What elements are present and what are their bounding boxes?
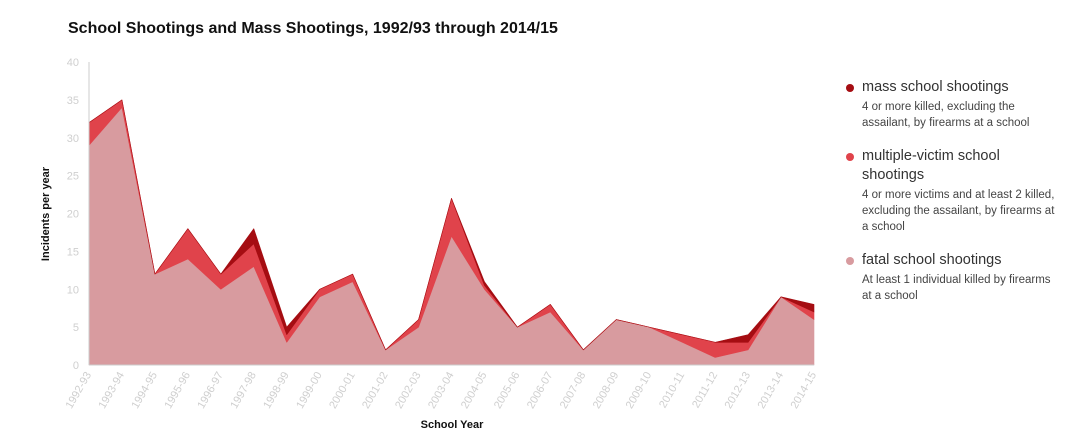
x-tick-label: 2006-07 (525, 370, 556, 411)
legend-item-multiple: multiple-victim school shootings 4 or mo… (846, 147, 1056, 235)
legend-desc-multiple: 4 or more victims and at least 2 killed,… (862, 189, 1055, 233)
x-tick-label: 2005-06 (492, 370, 523, 411)
y-tick-label: 40 (67, 57, 79, 69)
legend-dot-mass (846, 84, 854, 92)
y-tick-label: 5 (73, 322, 79, 334)
x-tick-label: 2003-04 (426, 370, 457, 411)
y-tick-label: 30 (67, 133, 79, 145)
x-axis-label: School Year (421, 419, 484, 431)
x-tick-label: 1992-93 (64, 370, 95, 411)
legend-desc-mass: 4 or more killed, excluding the assailan… (862, 101, 1030, 129)
legend-item-fatal: fatal school shootings At least 1 indivi… (846, 251, 1056, 304)
x-tick-label: 2010-11 (657, 370, 687, 410)
x-tick-label: 2004-05 (459, 370, 490, 411)
x-tick-label: 1994-95 (129, 370, 160, 411)
legend-label-multiple: multiple-victim school shootings (862, 148, 1000, 183)
y-tick-label: 20 (67, 209, 79, 221)
legend-item-mass: mass school shootings 4 or more killed, … (846, 78, 1056, 131)
x-tick-label: 1999-00 (294, 370, 325, 411)
y-tick-label: 10 (67, 284, 79, 296)
x-tick-label: 2014-15 (789, 370, 820, 411)
y-tick-label: 0 (73, 360, 79, 372)
x-tick-label: 2009-10 (624, 370, 655, 411)
stacked-area-layers (88, 99, 815, 366)
legend-dot-multiple (846, 153, 854, 161)
x-tick-label: 2013-14 (756, 370, 787, 411)
x-tick-label: 1995-96 (162, 370, 193, 411)
legend-label-mass: mass school shootings (862, 79, 1009, 95)
x-tick-label: 2000-01 (327, 370, 358, 411)
x-tick-label: 1996-97 (195, 370, 226, 411)
legend-label-fatal: fatal school shootings (862, 252, 1002, 268)
x-tick-label: 2007-08 (558, 370, 589, 411)
x-tick-label: 2002-03 (393, 370, 424, 411)
x-tick-label: 2001-02 (360, 370, 391, 411)
x-tick-label: 1993-94 (96, 370, 127, 411)
x-tick-label: 2008-09 (591, 370, 622, 411)
x-tick-label: 1997-98 (228, 370, 259, 411)
area-mass (88, 99, 815, 351)
x-tick-label: 2012-13 (723, 370, 754, 411)
y-tick-label: 15 (67, 246, 79, 258)
legend: mass school shootings 4 or more killed, … (846, 78, 1056, 320)
legend-dot-fatal (846, 257, 854, 265)
axes (88, 62, 814, 366)
chart-title: School Shootings and Mass Shootings, 199… (68, 20, 558, 37)
y-axis-label: Incidents per year (40, 166, 52, 261)
y-tick-labels: 0 5 10 15 20 25 30 35 40 (67, 57, 79, 372)
x-tick-label: 1998-99 (261, 370, 292, 411)
x-tick-label: 2011-12 (690, 370, 720, 410)
x-tick-labels: 1992-93 1993-94 1994-95 1995-96 1996-97 1997-… (64, 370, 820, 411)
y-tick-label: 35 (67, 95, 79, 107)
legend-desc-fatal: At least 1 individual killed by firearms… (862, 274, 1051, 302)
y-tick-label: 25 (67, 171, 79, 183)
